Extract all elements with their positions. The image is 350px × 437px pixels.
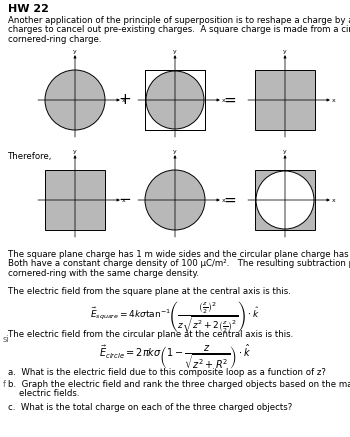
- Text: b.  Graph the electric field and rank the three charged objects based on the mag: b. Graph the electric field and rank the…: [8, 380, 350, 389]
- Text: charges to cancel out pre-existing charges.  A square charge is made from a circ: charges to cancel out pre-existing charg…: [8, 25, 350, 35]
- Text: y: y: [173, 49, 177, 54]
- Text: cornered-ring charge.: cornered-ring charge.: [8, 35, 101, 44]
- Text: x: x: [122, 97, 126, 103]
- Text: electric fields.: electric fields.: [8, 389, 79, 399]
- Text: c.  What is the total charge on each of the three charged objects?: c. What is the total charge on each of t…: [8, 403, 292, 412]
- Circle shape: [256, 171, 314, 229]
- Bar: [255, 170, 315, 230]
- Text: y: y: [283, 149, 287, 154]
- Text: y: y: [73, 149, 77, 154]
- Text: $\vec{E}_{circle} = 2\pi k\sigma\left(1 - \dfrac{z}{\sqrt{z^2+R^2}}\right)\cdot\: $\vec{E}_{circle} = 2\pi k\sigma\left(1 …: [99, 342, 251, 371]
- Bar: [45, 170, 105, 230]
- Bar: [255, 70, 315, 130]
- Text: x: x: [332, 97, 336, 103]
- Circle shape: [145, 170, 205, 230]
- Text: si: si: [3, 335, 10, 344]
- Text: y: y: [73, 49, 77, 54]
- Text: y: y: [173, 149, 177, 154]
- Text: y: y: [283, 49, 287, 54]
- Text: f: f: [3, 380, 6, 389]
- Text: Both have a constant charge density of 100 μC/m².   The resulting subtraction pr: Both have a constant charge density of 1…: [8, 260, 350, 268]
- Text: x: x: [222, 198, 226, 202]
- Circle shape: [45, 70, 105, 130]
- Text: x: x: [222, 97, 226, 103]
- Text: a.  What is the electric field due to this composite loop as a function of z?: a. What is the electric field due to thi…: [8, 368, 326, 377]
- Text: =: =: [224, 93, 236, 108]
- Text: x: x: [122, 198, 126, 202]
- Text: cornered-ring with the same charge density.: cornered-ring with the same charge densi…: [8, 269, 199, 278]
- Text: $\vec{E}_{square} = 4k\sigma\tan^{-1}\!\left(\dfrac{\left(\frac{z}{2}\right)^2}{: $\vec{E}_{square} = 4k\sigma\tan^{-1}\!\…: [90, 300, 260, 335]
- Text: −: −: [119, 193, 131, 208]
- Text: The electric field from the circular plane at the central axis is this.: The electric field from the circular pla…: [8, 330, 293, 339]
- Bar: [145, 70, 205, 130]
- Text: The square plane charge has 1 m wide sides and the circular plane charge has a 0: The square plane charge has 1 m wide sid…: [8, 250, 350, 259]
- Text: Another application of the principle of superposition is to reshape a charge by : Another application of the principle of …: [8, 16, 350, 25]
- Text: x: x: [332, 198, 336, 202]
- Text: +: +: [119, 93, 131, 108]
- Text: =: =: [224, 193, 236, 208]
- Circle shape: [146, 71, 204, 129]
- Text: The electric field from the square plane at the central axis is this.: The electric field from the square plane…: [8, 287, 291, 296]
- Text: Therefore,: Therefore,: [8, 152, 52, 161]
- Text: HW 22: HW 22: [8, 4, 49, 14]
- Bar: [145, 70, 205, 130]
